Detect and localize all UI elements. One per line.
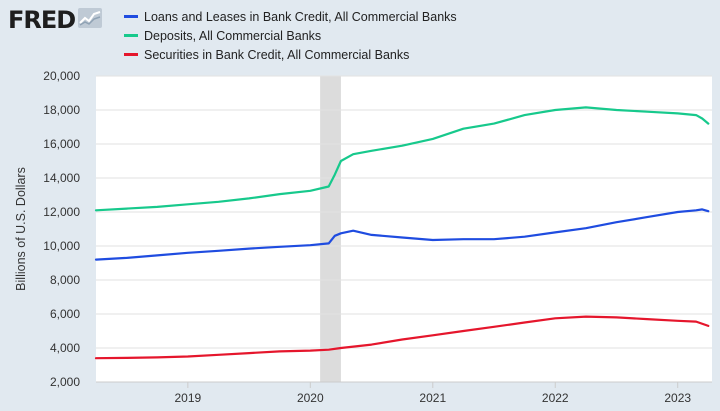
y-tick-label: 16,000 (43, 137, 80, 151)
legend-swatch-securities (124, 53, 138, 56)
x-tick-label: 2023 (664, 391, 691, 405)
x-tick-label: 2020 (297, 391, 324, 405)
x-tick-label: 2021 (419, 391, 446, 405)
series-line-securities[interactable] (94, 315, 710, 360)
series-lines (94, 106, 710, 360)
fred-logo[interactable]: FRED (8, 6, 103, 34)
logo-text: FRED (8, 6, 76, 34)
series-line-loans[interactable] (94, 208, 710, 261)
recession-shading (320, 76, 341, 382)
chart-legend: Loans and Leases in Bank Credit, All Com… (124, 7, 457, 64)
y-tick-label: 4,000 (50, 341, 80, 355)
legend-item-loans[interactable]: Loans and Leases in Bank Credit, All Com… (124, 7, 457, 26)
legend-item-deposits[interactable]: Deposits, All Commercial Banks (124, 26, 457, 45)
x-axis: 2019 2020 2021 2022 2023 (96, 381, 712, 405)
legend-item-securities[interactable]: Securities in Bank Credit, All Commercia… (124, 45, 457, 64)
y-tick-label: 10,000 (43, 239, 80, 253)
y-tick-label: 8,000 (50, 273, 80, 287)
y-tick-label: 6,000 (50, 307, 80, 321)
y-tick-label: 20,000 (43, 69, 80, 83)
legend-label-loans: Loans and Leases in Bank Credit, All Com… (144, 9, 457, 24)
x-tick-label: 2019 (174, 391, 201, 405)
line-chart-icon (78, 7, 103, 33)
plot-area (96, 76, 712, 382)
y-tick-label: 12,000 (43, 205, 80, 219)
y-axis-title: Billions of U.S. Dollars (14, 167, 28, 291)
y-tick-label: 2,000 (50, 375, 80, 389)
y-axis: 2,000 4,000 6,000 8,000 10,000 12,000 14,000 16… (43, 69, 80, 389)
y-tick-label: 18,000 (43, 103, 80, 117)
series-line-deposits[interactable] (94, 106, 710, 212)
legend-swatch-deposits (124, 34, 138, 37)
x-tick-label: 2022 (542, 391, 569, 405)
recession-shading-group (320, 76, 341, 382)
y-tick-label: 14,000 (43, 171, 80, 185)
legend-label-securities: Securities in Bank Credit, All Commercia… (144, 47, 410, 62)
legend-swatch-loans (124, 15, 138, 18)
legend-label-deposits: Deposits, All Commercial Banks (144, 28, 322, 43)
chart-header: FRED Loans and Leases in Bank Credit, Al… (0, 0, 720, 70)
